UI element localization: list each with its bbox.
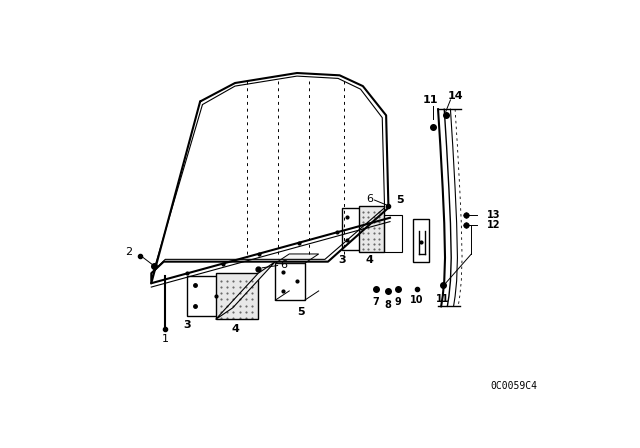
Text: 8: 8 [384, 300, 391, 310]
Text: 13: 13 [487, 211, 500, 220]
Text: 6: 6 [366, 194, 373, 203]
Text: 12: 12 [487, 220, 500, 230]
Text: 3: 3 [183, 320, 191, 330]
Text: 0C0059C4: 0C0059C4 [490, 381, 537, 392]
Polygon shape [359, 206, 384, 252]
Text: 5: 5 [396, 195, 404, 205]
Text: 9: 9 [394, 297, 401, 307]
Text: 7: 7 [372, 297, 380, 307]
Text: 11: 11 [422, 95, 438, 105]
Text: 1: 1 [162, 334, 169, 344]
Text: 6: 6 [280, 260, 287, 270]
Polygon shape [216, 273, 259, 319]
Text: 4: 4 [365, 255, 373, 265]
Polygon shape [216, 262, 275, 319]
Text: 10: 10 [410, 295, 424, 305]
Text: 14: 14 [448, 91, 464, 101]
Text: 2: 2 [125, 247, 132, 258]
Text: 4: 4 [231, 324, 239, 334]
Text: 5: 5 [297, 307, 305, 317]
Polygon shape [275, 254, 319, 263]
Text: 11: 11 [436, 293, 449, 304]
Text: 3: 3 [338, 255, 346, 265]
